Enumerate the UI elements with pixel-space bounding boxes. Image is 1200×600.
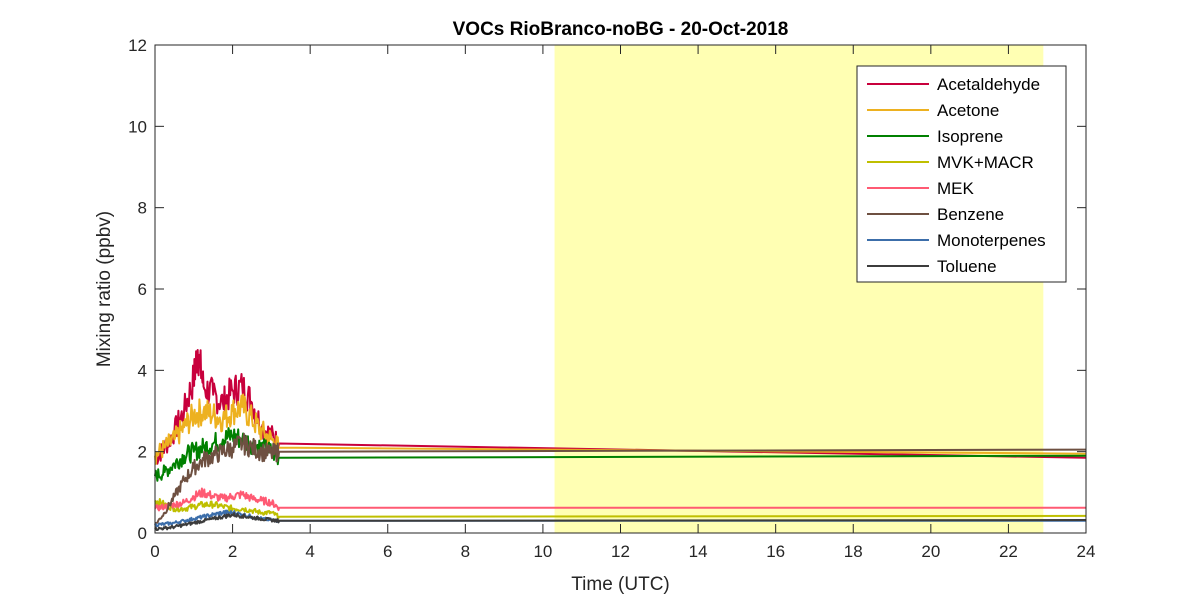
x-tick-label: 4 xyxy=(305,542,314,561)
x-tick-label: 2 xyxy=(228,542,237,561)
x-axis-label: Time (UTC) xyxy=(571,574,670,595)
legend-label: Isoprene xyxy=(937,127,1003,146)
series-line-monoterpenes xyxy=(154,509,1086,528)
legend-label: MVK+MACR xyxy=(937,153,1034,172)
series-line-acetone xyxy=(154,393,1087,465)
series-line-mek xyxy=(154,487,1086,512)
y-tick-label: 8 xyxy=(138,199,147,218)
y-tick-label: 10 xyxy=(128,117,147,136)
x-tick-label: 12 xyxy=(611,542,630,561)
legend-box xyxy=(856,65,1067,283)
y-tick-label: 6 xyxy=(138,280,147,299)
legend-label: Toluene xyxy=(937,257,997,276)
x-tick-label: 0 xyxy=(150,542,159,561)
x-tick-label: 6 xyxy=(383,542,392,561)
legend-label: Acetone xyxy=(937,101,999,120)
y-tick-label: 2 xyxy=(138,443,147,462)
x-tick-label: 14 xyxy=(689,542,708,561)
series-line-mvk-macr xyxy=(154,498,1087,520)
x-tick-label: 10 xyxy=(533,542,552,561)
series-line-toluene xyxy=(154,512,1087,531)
y-tick-label: 4 xyxy=(138,361,147,380)
series-line-benzene xyxy=(154,432,1087,526)
chart-title: VOCs RioBranco-noBG - 20-Oct-2018 xyxy=(453,19,789,40)
y-tick-label: 12 xyxy=(128,36,147,55)
series-layer xyxy=(154,349,1087,531)
x-tick-label: 8 xyxy=(461,542,470,561)
y-tick-label: 0 xyxy=(138,524,147,543)
legend-label: MEK xyxy=(937,179,975,198)
x-tick-label: 20 xyxy=(921,542,940,561)
legend-label: Monoterpenes xyxy=(937,231,1046,250)
x-tick-label: 24 xyxy=(1077,542,1096,561)
y-axis-label: Mixing ratio (ppbv) xyxy=(94,211,115,367)
x-tick-label: 16 xyxy=(766,542,785,561)
legend-label: Acetaldehyde xyxy=(937,75,1040,94)
legend-label: Benzene xyxy=(937,205,1004,224)
legend: Acetaldehyde Acetone Isoprene MVK+MACR MEK Be… xyxy=(856,65,1067,283)
x-tick-label: 18 xyxy=(844,542,863,561)
series-line-isoprene xyxy=(154,427,1087,482)
x-tick-label: 22 xyxy=(999,542,1018,561)
